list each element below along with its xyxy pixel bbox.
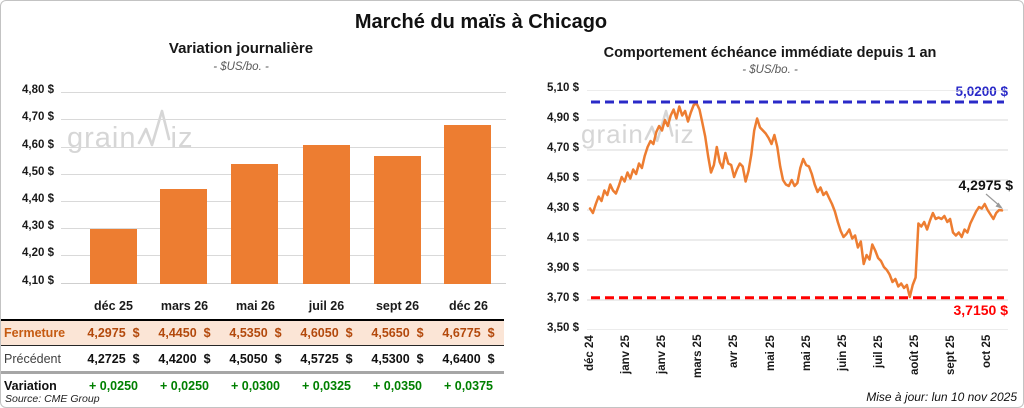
y-tick-label: 4,50 $ (547, 172, 579, 184)
watermark-text-pre: grain (67, 122, 137, 154)
table-cell: + 0,0375 (443, 378, 493, 393)
row-label: Fermeture (4, 326, 66, 340)
x-tick-label: avr 25 (728, 334, 741, 368)
x-tick-label: mai 25 (764, 335, 777, 371)
column-header: sept 26 (375, 299, 420, 313)
table-cell: 4,5300 $ (371, 351, 424, 366)
column-header: juil 26 (308, 299, 345, 313)
table-cell: 4,2975 $ (87, 326, 140, 340)
table-header-row: déc 25 mars 26 mai 26 juil 26 sept 26 déc 26 (1, 293, 504, 321)
updated-note: Mise à jour: lun 10 nov 2025 (866, 390, 1017, 404)
gridline (61, 228, 506, 230)
bar-chart-title: Variation journalière (168, 40, 314, 57)
table-cell: 4,4450 $ (158, 326, 211, 340)
line-chart-subtitle: - $US/bo. - (742, 64, 798, 76)
x-tick-label: janv 25 (656, 335, 669, 374)
bar-mai 26 (231, 164, 278, 284)
y-tick-label: 4,60 $ (22, 138, 54, 151)
gridline (61, 200, 506, 202)
x-tick-label: janv 25 (620, 335, 633, 374)
chart-spike-icon (137, 107, 171, 153)
table-cell: 4,5050 $ (229, 351, 282, 366)
column-header: déc 25 (94, 299, 133, 313)
gridline (61, 119, 506, 121)
y-tick-label: 4,70 $ (547, 142, 579, 154)
x-tick-label: août 25 (908, 334, 921, 375)
gridline (61, 255, 506, 257)
y-tick-label: 4,80 $ (22, 84, 54, 96)
y-tick-label: 4,20 $ (22, 247, 54, 260)
table-cell: + 0,0250 (88, 378, 138, 393)
futures-table: déc 25 mars 26 mai 26 juil 26 sept 26 déc 26 F… (1, 293, 504, 397)
row-label: Variation (4, 378, 57, 393)
y-tick-label: 3,70 $ (547, 292, 579, 304)
watermark-text-pre: grain (581, 119, 644, 149)
table-cell: + 0,0325 (301, 378, 351, 393)
x-tick-label: déc 24 (584, 335, 596, 371)
line-chart-svg (587, 89, 1008, 331)
y-tick-label: 4,90 $ (547, 112, 579, 124)
grainwiz-watermark: grain iz (67, 107, 193, 153)
x-tick-label: mai 25 (800, 335, 813, 371)
y-tick-label: 4,30 $ (547, 202, 579, 214)
watermark-text-post: iz (170, 122, 194, 154)
bar-chart-plot (61, 92, 506, 284)
y-tick-label: 3,50 $ (547, 322, 579, 334)
source-note: Source: CME Group (5, 393, 100, 405)
x-tick-label: mars 25 (692, 334, 705, 378)
x-tick-label: juil 25 (872, 335, 885, 368)
x-tick-label: oct 25 (981, 334, 994, 368)
high-line-label: 5,0200 $ (955, 84, 1008, 99)
x-tick-label: sept 25 (945, 335, 957, 375)
table-cell: + 0,0300 (230, 378, 280, 393)
x-tick-label: juin 25 (836, 334, 849, 371)
y-tick-label: 4,10 $ (547, 232, 579, 244)
table-cell: + 0,0250 (159, 378, 209, 393)
y-tick-label: 4,50 $ (22, 165, 54, 178)
column-header: déc 26 (449, 299, 488, 313)
table-cell: 4,4200 $ (158, 351, 211, 366)
bar-chart-subtitle: - $US/bo. - (213, 61, 269, 73)
bar-sept 26 (373, 156, 421, 284)
y-tick-label: 4,10 $ (22, 274, 54, 287)
bar-juil 26 (302, 145, 350, 284)
table-cell: 4,6775 $ (442, 326, 495, 340)
row-label: Précédent (4, 351, 61, 366)
x-axis-line (61, 283, 506, 284)
low-line-label: 3,7150 $ (953, 302, 1009, 318)
y-tick-label: 4,30 $ (22, 220, 54, 233)
table-cell: 4,5650 $ (371, 326, 424, 340)
line-chart-title: Comportement échéance immédiate depuis 1… (603, 45, 937, 61)
gridline (61, 146, 506, 148)
table-cell: 4,2725 $ (87, 351, 140, 366)
table-cell: 4,6400 $ (442, 351, 495, 366)
table-cell: 4,5725 $ (300, 351, 353, 366)
page-title: Marché du maïs à Chicago (354, 11, 608, 33)
y-tick-label: 3,90 $ (547, 262, 579, 274)
column-header: mai 26 (236, 299, 275, 313)
last-price-label: 4,2975 $ (958, 177, 1014, 193)
column-header: mars 26 (160, 299, 209, 313)
bar-déc 26 (444, 125, 491, 284)
y-tick-label: 4,70 $ (22, 111, 54, 124)
chart-spike-icon (644, 107, 674, 147)
gridline (61, 173, 506, 175)
bar-déc 25 (90, 228, 137, 284)
y-tick-label: 4,40 $ (22, 192, 54, 205)
line-chart-plot (587, 89, 1008, 331)
table-cell: 4,5350 $ (229, 326, 282, 340)
y-tick-label: 5,10 $ (547, 82, 579, 94)
table-row-fermeture: Fermeture 4,2975 $ 4,4450 $ 4,5350 $ 4,6050 … (1, 321, 504, 346)
table-cell: 4,6050 $ (300, 326, 353, 340)
table-row-variation: Variation + 0,0250 + 0,0250 + 0,0300 + 0,032… (1, 374, 504, 397)
table-row-precedent: Précédent 4,2725 $ 4,4200 $ 4,5050 $ 4,5725 … (1, 346, 504, 374)
watermark-text-post: iz (673, 119, 695, 149)
grainwiz-watermark: grain iz (581, 107, 695, 147)
bar-mars 26 (160, 188, 207, 284)
gridline (61, 92, 506, 93)
table-cell: + 0,0350 (372, 378, 422, 393)
